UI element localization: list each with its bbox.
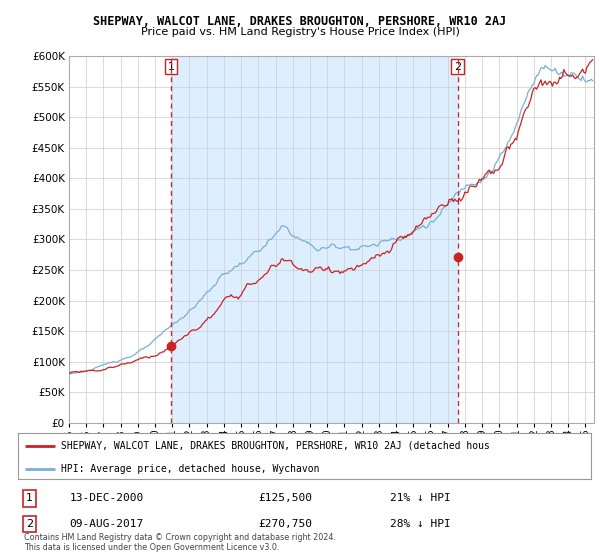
Text: 28% ↓ HPI: 28% ↓ HPI [391, 519, 451, 529]
Text: 21% ↓ HPI: 21% ↓ HPI [391, 493, 451, 503]
Text: Price paid vs. HM Land Registry's House Price Index (HPI): Price paid vs. HM Land Registry's House … [140, 27, 460, 37]
Text: 2: 2 [26, 519, 33, 529]
Text: £270,750: £270,750 [259, 519, 313, 529]
Text: 1: 1 [26, 493, 33, 503]
Text: Contains HM Land Registry data © Crown copyright and database right 2024.
This d: Contains HM Land Registry data © Crown c… [24, 533, 335, 552]
Text: £125,500: £125,500 [259, 493, 313, 503]
Text: 09-AUG-2017: 09-AUG-2017 [70, 519, 144, 529]
Text: 2: 2 [454, 62, 461, 72]
Bar [171, 56, 458, 423]
Text: SHEPWAY, WALCOT LANE, DRAKES BROUGHTON, PERSHORE, WR10 2AJ: SHEPWAY, WALCOT LANE, DRAKES BROUGHTON, … [94, 15, 506, 27]
Text: 1: 1 [167, 62, 175, 72]
Text: 13-DEC-2000: 13-DEC-2000 [70, 493, 144, 503]
Text: SHEPWAY, WALCOT LANE, DRAKES BROUGHTON, PERSHORE, WR10 2AJ (detached hous: SHEPWAY, WALCOT LANE, DRAKES BROUGHTON, … [61, 441, 490, 451]
Text: HPI: Average price, detached house, Wychavon: HPI: Average price, detached house, Wych… [61, 464, 319, 474]
